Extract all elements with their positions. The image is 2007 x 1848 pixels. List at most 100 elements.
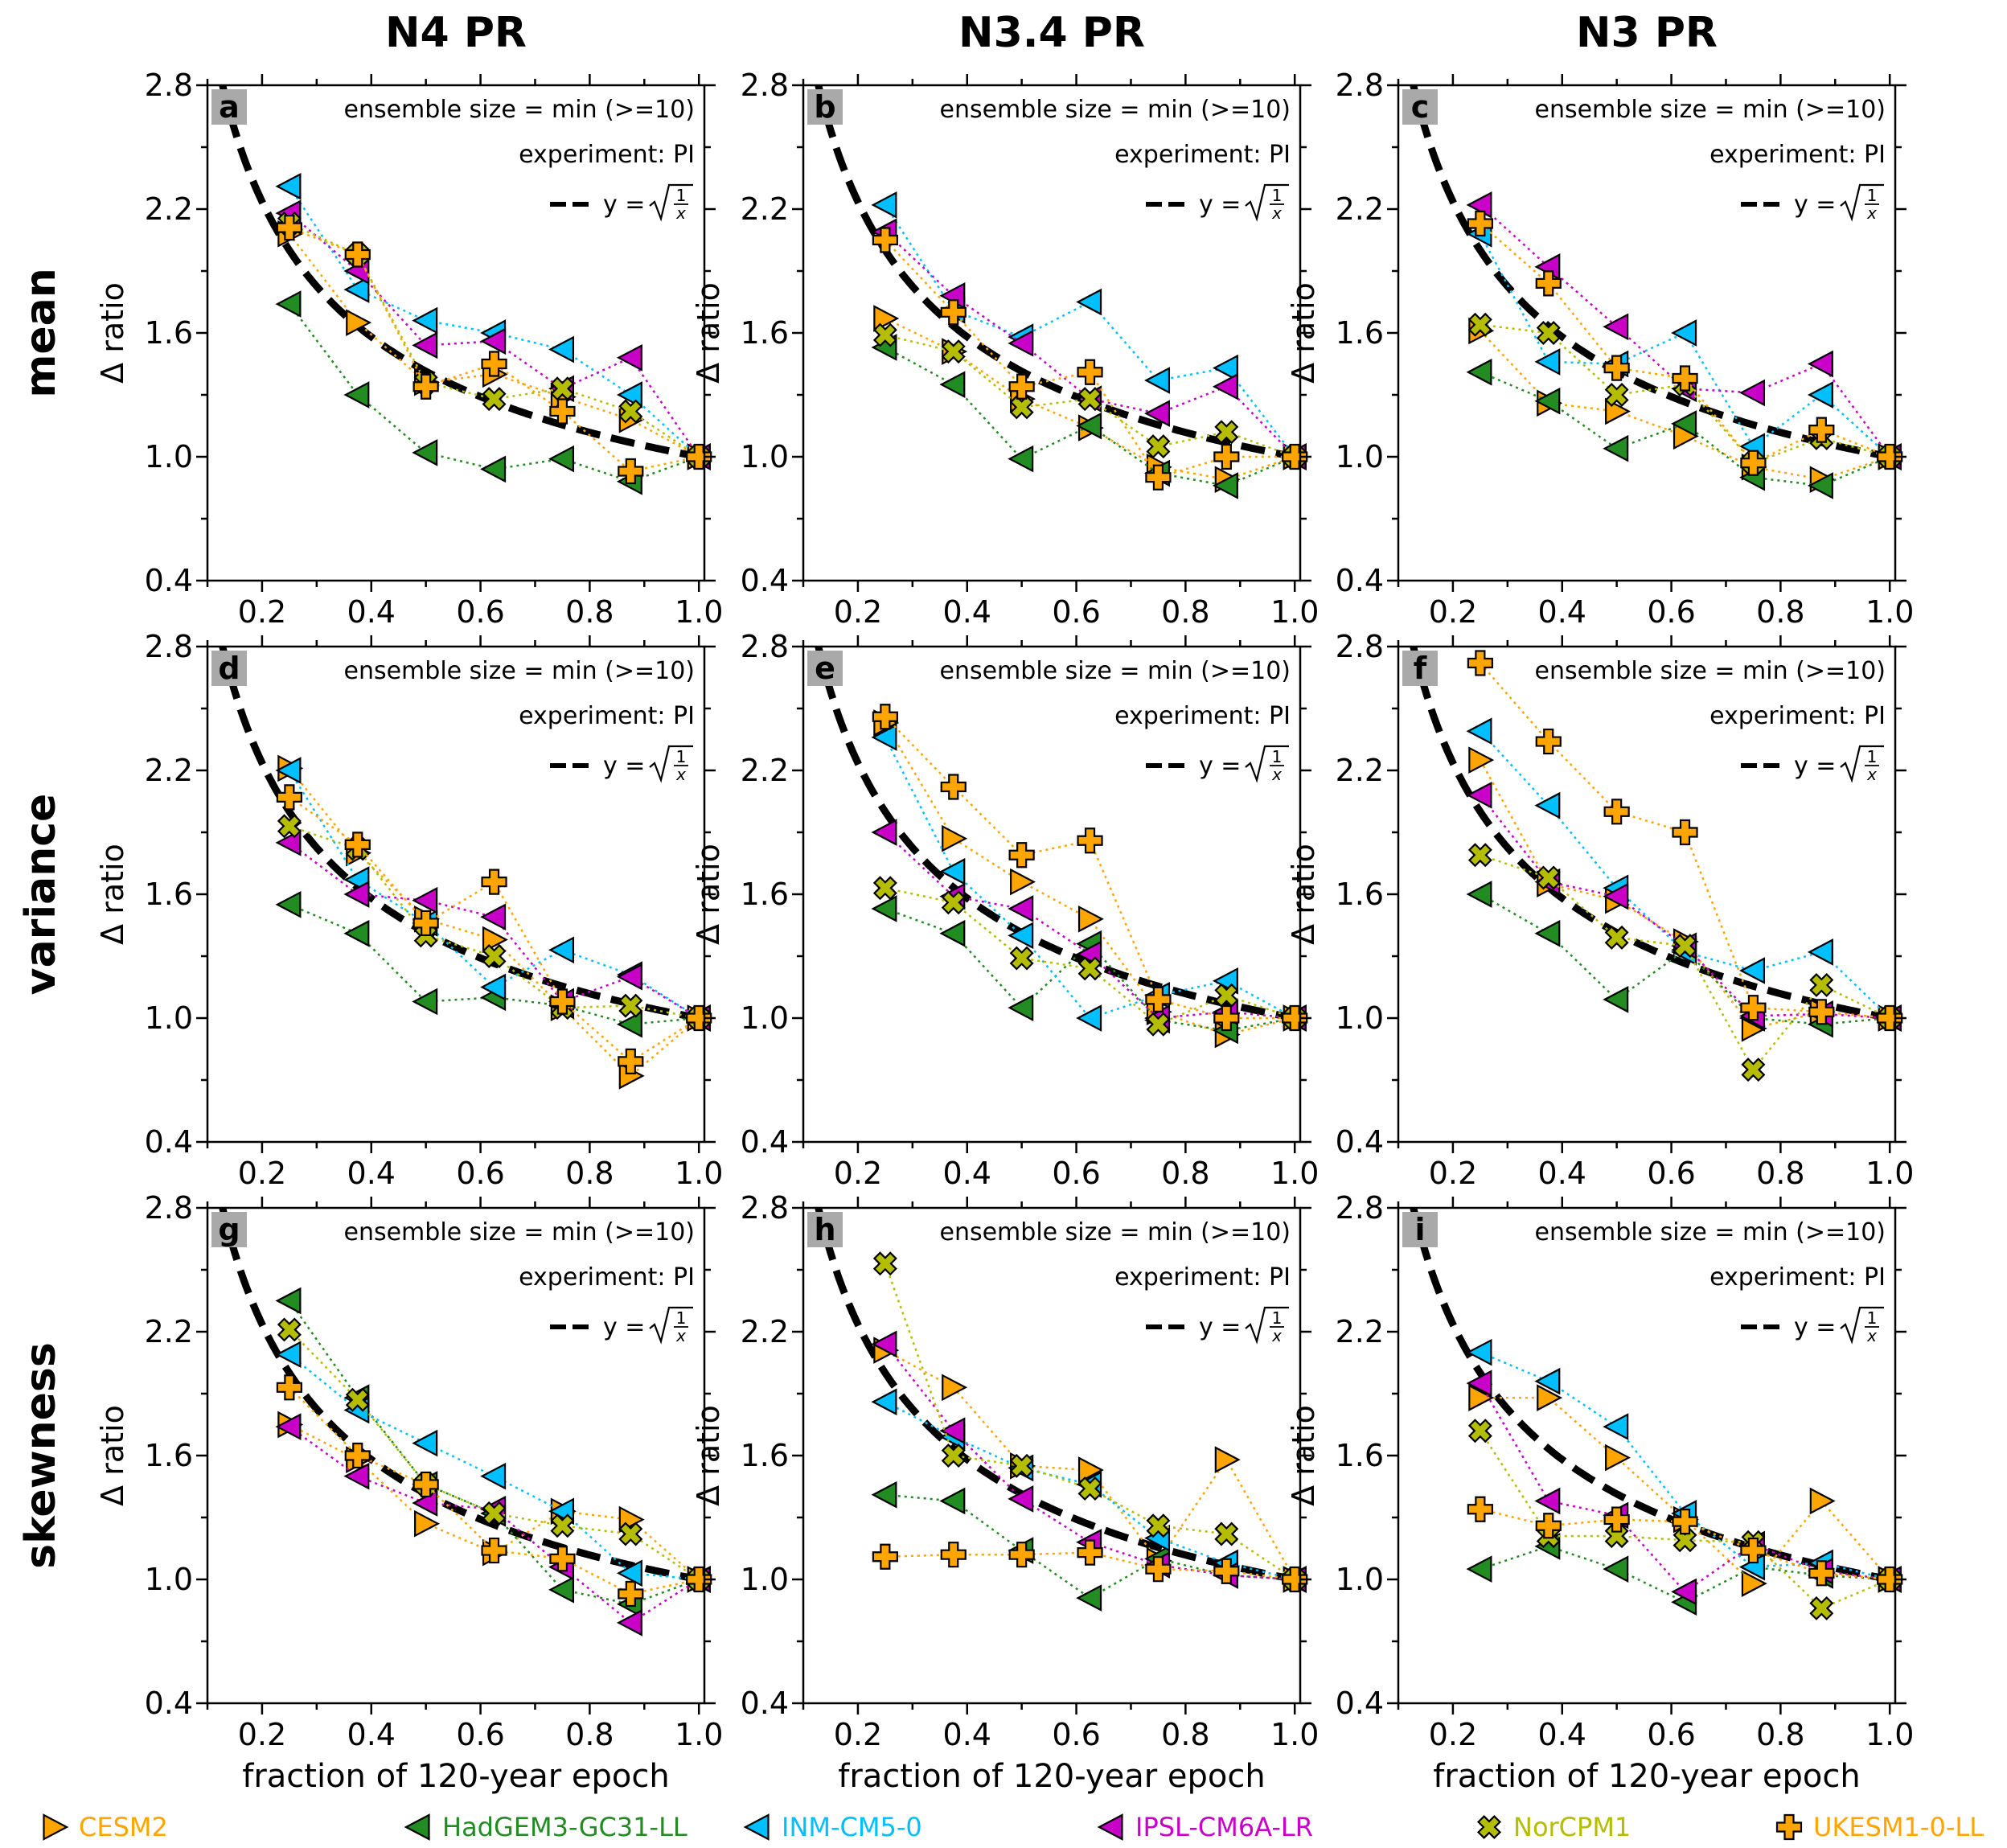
- data-point: [1468, 746, 1495, 774]
- data-point: [1146, 434, 1171, 459]
- data-point: [1212, 354, 1238, 382]
- data-point: [871, 191, 897, 219]
- data-point: [1603, 1555, 1629, 1583]
- data-point: [480, 455, 507, 483]
- y-tick-label: 0.4: [741, 563, 789, 598]
- reference-legend: y = 1x: [1146, 1306, 1289, 1345]
- legend-item: IPSL-CM6A-LR: [1097, 1812, 1313, 1842]
- legend-marker: [43, 1813, 69, 1841]
- y-tick-label: 1.0: [1336, 1562, 1384, 1597]
- data-point: [275, 1413, 302, 1440]
- y-tick-label: 2.2: [145, 1314, 193, 1349]
- fraction-numerator: 1: [1867, 1308, 1878, 1328]
- data-point: [275, 891, 302, 918]
- reference-legend: y = 1x: [1741, 745, 1884, 784]
- x-tick-label: 0.4: [347, 1717, 396, 1752]
- series-HadGEM3-GC31-LL: [1466, 881, 1902, 1038]
- x-tick-label: 0.8: [1161, 1717, 1209, 1752]
- y-tick-label: 2.2: [741, 191, 789, 227]
- data-point: [616, 1559, 642, 1587]
- data-point: [1603, 799, 1630, 825]
- data-point: [1672, 365, 1698, 392]
- y-tick-label: 1.0: [741, 1000, 789, 1036]
- data-point: [414, 1509, 441, 1538]
- data-point: [1466, 781, 1492, 809]
- reference-legend: y = 1x: [550, 183, 693, 223]
- fraction-numerator: 1: [1272, 1308, 1283, 1328]
- data-point: [1535, 728, 1562, 755]
- data-point: [1672, 1509, 1698, 1535]
- data-point: [941, 890, 966, 915]
- data-point: [343, 919, 370, 947]
- panel-letter: e: [815, 651, 835, 686]
- x-tick-label: 0.8: [1756, 1156, 1804, 1191]
- series-IPSL-CM6A-LR: [1466, 1370, 1902, 1606]
- data-point: [618, 399, 643, 424]
- data-point: [1144, 367, 1171, 394]
- reference-legend-prefix: y =: [1794, 1313, 1836, 1341]
- reference-legend: y = 1x: [550, 745, 693, 784]
- data-point: [343, 1462, 370, 1490]
- fraction-numerator: 1: [1867, 747, 1878, 766]
- ensemble-annotation: ensemble size = min (>=10): [1535, 657, 1886, 685]
- data-point: [1671, 1578, 1697, 1606]
- data-point: [275, 172, 302, 200]
- data-point: [1466, 1370, 1492, 1397]
- data-point: [1144, 400, 1171, 427]
- column-titles: N4 PR N3.4 PR N3 PR: [385, 9, 1718, 57]
- y-axis-label: Δ ratio: [1286, 844, 1321, 945]
- data-point: [480, 973, 507, 1001]
- y-tick-label: 1.6: [145, 315, 193, 351]
- series-UKESM1-0-LL: [1467, 650, 1903, 1032]
- data-point: [1536, 865, 1561, 890]
- x-tick-label: 0.4: [1538, 1156, 1586, 1191]
- legend-item: HadGEM3-GC31-LL: [404, 1812, 687, 1842]
- y-tick-label: 2.8: [1336, 629, 1384, 664]
- reference-curve: [219, 647, 700, 1022]
- ensemble-annotation: ensemble size = min (>=10): [940, 1218, 1291, 1246]
- data-point: [345, 1387, 370, 1412]
- panel-b: 0.4 1.0 1.6 2.2 2.8 0.2 0.4 0.6 0.8 1.0 b ensemble …: [691, 68, 1319, 630]
- data-point: [1466, 881, 1492, 908]
- reference-curve: [219, 85, 700, 461]
- series-NorCPM1: [872, 322, 1307, 469]
- data-point: [1076, 288, 1102, 316]
- data-point: [1008, 330, 1034, 357]
- data-point: [871, 895, 897, 922]
- data-point: [1603, 882, 1629, 910]
- reference-curve: [815, 1208, 1295, 1583]
- x-tick-label: 0.6: [1052, 594, 1100, 630]
- sqrt-sign: [1245, 745, 1289, 783]
- x-tick-label: 0.8: [1161, 594, 1209, 630]
- panel-letter: i: [1414, 1212, 1425, 1247]
- reference-legend-prefix: y =: [1199, 191, 1241, 219]
- x-tick-label: 1.0: [1270, 1717, 1319, 1752]
- reference-legend-prefix: y =: [1199, 752, 1241, 780]
- experiment-annotation: experiment: PI: [1114, 141, 1291, 169]
- data-point: [1008, 445, 1034, 473]
- data-point: [275, 757, 302, 784]
- data-point: [275, 290, 302, 318]
- y-tick-label: 1.0: [145, 1000, 193, 1036]
- panel-a: 0.4 1.0 1.6 2.2 2.8 0.2 0.4 0.6 0.8 1.0 a ensemble …: [95, 68, 723, 630]
- data-point: [482, 944, 507, 968]
- data-point: [1807, 381, 1833, 409]
- data-point: [872, 1543, 898, 1570]
- x-tick-label: 1.0: [1865, 594, 1914, 630]
- y-tick-label: 0.4: [1336, 1686, 1384, 1721]
- fraction-numerator: 1: [1272, 186, 1283, 205]
- y-axis-label: Δ ratio: [691, 1405, 726, 1506]
- data-point: [276, 784, 302, 811]
- data-point: [618, 458, 644, 485]
- x-tick-label: 0.8: [565, 594, 614, 630]
- data-point: [1809, 972, 1834, 997]
- panel-letter-box: [807, 1212, 843, 1247]
- data-point: [1076, 1584, 1102, 1612]
- x-tick-label: 0.2: [1429, 1156, 1477, 1191]
- data-point: [1008, 1485, 1034, 1513]
- x-tick-label: 0.6: [1052, 1156, 1100, 1191]
- reference-curve: [1410, 647, 1890, 1022]
- x-tick-label: 0.6: [1647, 594, 1695, 630]
- data-point: [618, 1048, 644, 1075]
- data-point: [940, 299, 967, 326]
